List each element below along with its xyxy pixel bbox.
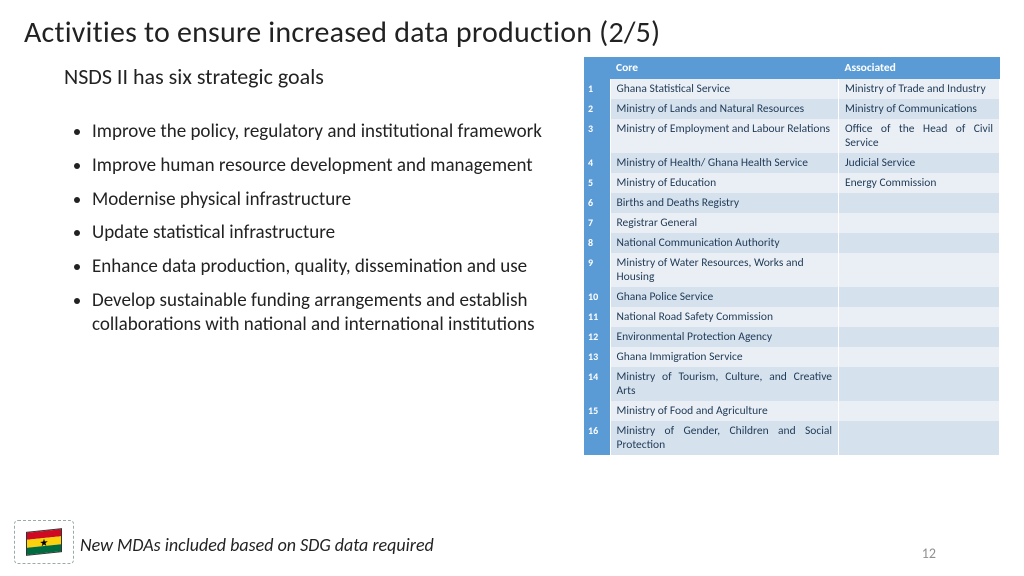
row-number: 12 (584, 327, 610, 347)
table-row: 7Registrar General (584, 213, 1000, 233)
table-row: 9Ministry of Water Resources, Works and … (584, 253, 1000, 287)
row-number: 3 (584, 119, 610, 153)
assoc-cell (839, 421, 1000, 455)
header-assoc: Associated (839, 57, 1000, 79)
core-cell: Births and Deaths Registry (610, 193, 839, 213)
subtitle: NSDS II has six strategic goals (64, 63, 576, 90)
row-number: 16 (584, 421, 610, 455)
table-row: 14Ministry of Tourism, Culture, and Crea… (584, 367, 1000, 401)
bullet-item: Improve the policy, regulatory and insti… (92, 120, 576, 144)
core-cell: Ghana Police Service (610, 287, 839, 307)
core-cell: Ministry of Gender, Children and Social … (610, 421, 839, 455)
core-cell: Environmental Protection Agency (610, 327, 839, 347)
table-header-row: Core Associated (584, 57, 1000, 79)
core-cell: National Communication Authority (610, 233, 839, 253)
core-cell: Ministry of Employment and Labour Relati… (610, 119, 839, 153)
bullet-item: Improve human resource development and m… (92, 154, 576, 178)
left-column: NSDS II has six strategic goals Improve … (24, 57, 584, 455)
row-number: 14 (584, 367, 610, 401)
assoc-cell (839, 233, 1000, 253)
core-cell: Ghana Statistical Service (610, 79, 839, 99)
row-number: 9 (584, 253, 610, 287)
assoc-cell: Energy Commission (839, 173, 1000, 193)
row-number: 7 (584, 213, 610, 233)
footer-note: New MDAs included based on SDG data requ… (80, 534, 434, 556)
assoc-cell (839, 367, 1000, 401)
header-num (584, 57, 610, 79)
assoc-cell: Judicial Service (839, 153, 1000, 173)
table-row: 15Ministry of Food and Agriculture (584, 401, 1000, 421)
assoc-cell (839, 307, 1000, 327)
mda-table: Core Associated 1Ghana Statistical Servi… (584, 57, 1000, 455)
core-cell: Registrar General (610, 213, 839, 233)
bullet-item: Develop sustainable funding arrangements… (92, 289, 576, 337)
core-cell: Ministry of Lands and Natural Resources (610, 99, 839, 119)
body-row: NSDS II has six strategic goals Improve … (24, 57, 1000, 455)
assoc-cell (839, 253, 1000, 287)
core-cell: Ministry of Food and Agriculture (610, 401, 839, 421)
bullet-item: Modernise physical infrastructure (92, 188, 576, 212)
assoc-cell: Ministry of Trade and Industry (839, 79, 1000, 99)
assoc-cell (839, 193, 1000, 213)
bullet-list: Improve the policy, regulatory and insti… (64, 120, 576, 336)
table-row: 2Ministry of Lands and Natural Resources… (584, 99, 1000, 119)
row-number: 11 (584, 307, 610, 327)
flag-decoration: ★ (14, 520, 74, 564)
table-row: 4Ministry of Health/ Ghana Health Servic… (584, 153, 1000, 173)
table-row: 16Ministry of Gender, Children and Socia… (584, 421, 1000, 455)
row-number: 6 (584, 193, 610, 213)
bullet-item: Update statistical infrastructure (92, 221, 576, 245)
assoc-cell (839, 401, 1000, 421)
assoc-cell (839, 347, 1000, 367)
row-number: 10 (584, 287, 610, 307)
table-row: 1Ghana Statistical ServiceMinistry of Tr… (584, 79, 1000, 99)
table-row: 11National Road Safety Commission (584, 307, 1000, 327)
core-cell: Ministry of Tourism, Culture, and Creati… (610, 367, 839, 401)
assoc-cell (839, 287, 1000, 307)
core-cell: Ministry of Education (610, 173, 839, 193)
table-row: 6Births and Deaths Registry (584, 193, 1000, 213)
table-row: 12Environmental Protection Agency (584, 327, 1000, 347)
slide-title: Activities to ensure increased data prod… (24, 14, 1000, 51)
row-number: 1 (584, 79, 610, 99)
table-body: 1Ghana Statistical ServiceMinistry of Tr… (584, 79, 1000, 455)
header-core: Core (610, 57, 839, 79)
assoc-cell (839, 327, 1000, 347)
row-number: 5 (584, 173, 610, 193)
table-row: 5Ministry of EducationEnergy Commission (584, 173, 1000, 193)
assoc-cell: Office of the Head of Civil Service (839, 119, 1000, 153)
assoc-cell: Ministry of Communications (839, 99, 1000, 119)
table-row: 8National Communication Authority (584, 233, 1000, 253)
core-cell: Ministry of Health/ Ghana Health Service (610, 153, 839, 173)
row-number: 13 (584, 347, 610, 367)
table-row: 10Ghana Police Service (584, 287, 1000, 307)
assoc-cell (839, 213, 1000, 233)
bullet-item: Enhance data production, quality, dissem… (92, 255, 576, 279)
row-number: 15 (584, 401, 610, 421)
core-cell: Ghana Immigration Service (610, 347, 839, 367)
slide: Activities to ensure increased data prod… (0, 0, 1024, 576)
row-number: 8 (584, 233, 610, 253)
page-number: 12 (922, 545, 936, 562)
right-column: Core Associated 1Ghana Statistical Servi… (584, 57, 1000, 455)
table-row: 3Ministry of Employment and Labour Relat… (584, 119, 1000, 153)
row-number: 4 (584, 153, 610, 173)
table-row: 13Ghana Immigration Service (584, 347, 1000, 367)
core-cell: National Road Safety Commission (610, 307, 839, 327)
ghana-flag-icon: ★ (26, 528, 62, 556)
core-cell: Ministry of Water Resources, Works and H… (610, 253, 839, 287)
row-number: 2 (584, 99, 610, 119)
